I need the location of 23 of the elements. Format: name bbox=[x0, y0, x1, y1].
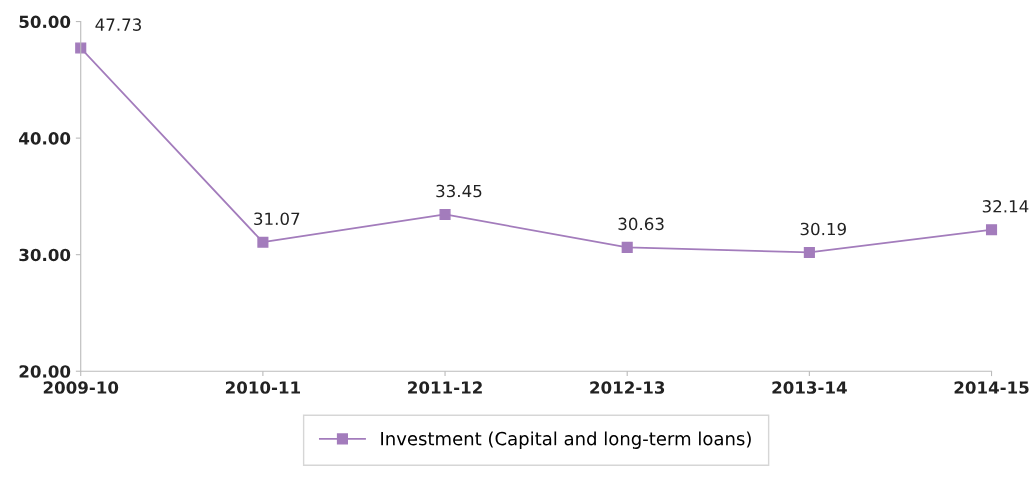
data-label: 30.63 bbox=[618, 217, 664, 231]
point bbox=[439, 208, 451, 221]
data-label: 33.45 bbox=[436, 184, 482, 198]
x-tick-label: 2011-12 bbox=[408, 381, 482, 394]
x-tick-label: 2012-13 bbox=[590, 381, 665, 394]
data-label: 47.73 bbox=[95, 18, 141, 31]
x-tick-label: 2014-15 bbox=[954, 381, 1029, 394]
y-tick-label: 30.00 bbox=[19, 248, 71, 262]
data-label: 32.14 bbox=[982, 200, 1029, 213]
x-tick-label: 2013-14 bbox=[772, 381, 847, 394]
point bbox=[803, 246, 815, 259]
point bbox=[985, 224, 998, 236]
y-tick-label: 50.00 bbox=[19, 15, 71, 29]
y-tick-label: 40.00 bbox=[19, 132, 71, 145]
data-label: 30.19 bbox=[800, 222, 846, 236]
point bbox=[257, 236, 269, 248]
x-tick-label: 2010-11 bbox=[225, 381, 300, 394]
point bbox=[75, 42, 87, 54]
x-tick-label: 2009-10 bbox=[43, 381, 119, 394]
point bbox=[621, 241, 633, 253]
data-label: 31.07 bbox=[254, 212, 300, 226]
legend-label: Investment (Capital and long-term loans) bbox=[381, 431, 751, 449]
y-tick-label: 20.00 bbox=[19, 365, 71, 378]
